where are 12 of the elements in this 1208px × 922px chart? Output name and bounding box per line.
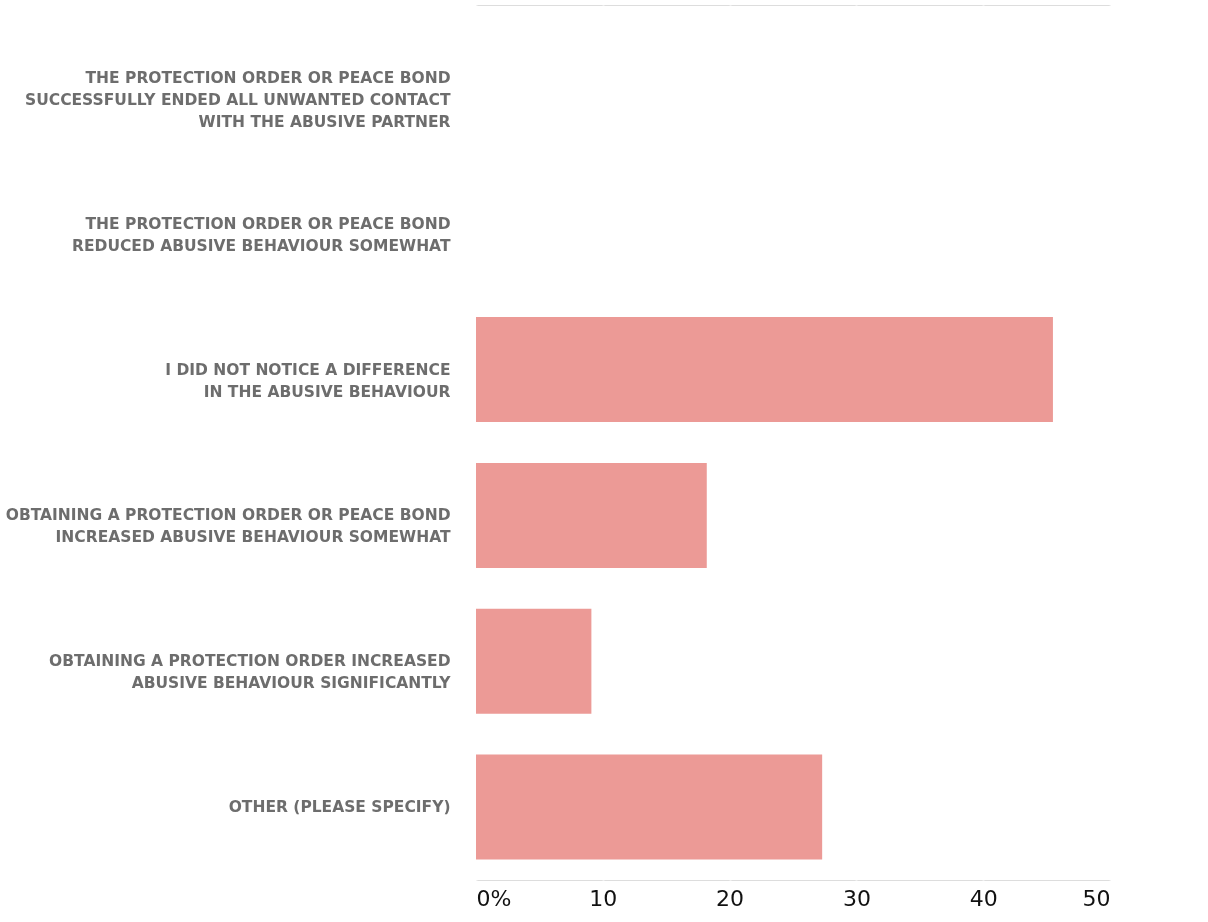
y-tick-label: THE PROTECTION ORDER OR PEACE BOND SUCCESSFULLY ENDED ALL UNWANTED CONTACT WITH THE ABUSIVE PARTNER <box>25 68 451 131</box>
x-tick-label: 0% <box>476 885 512 911</box>
y-tick-label: OTHER (PLEASE SPECIFY) <box>228 798 451 817</box>
y-tick-label: I DID NOT NOTICE A DIFFERENCE IN THE ABUSIVE BEHAVIOUR <box>165 360 451 401</box>
x-tick-label: 50 <box>1082 885 1111 911</box>
y-tick-label: THE PROTECTION ORDER OR PEACE BOND REDUCED ABUSIVE BEHAVIOUR SOMEWHAT <box>72 214 451 255</box>
y-tick-label: OBTAINING A PROTECTION ORDER INCREASED ABUSIVE BEHAVIOUR SIGNIFICANTLY <box>49 652 452 693</box>
x-tick-label: 10 <box>589 885 618 911</box>
x-tick-label: 20 <box>716 885 745 911</box>
x-tick-label: 40 <box>969 885 998 911</box>
x-tick-label: 30 <box>842 885 871 911</box>
y-tick-label: OBTAINING A PROTECTION ORDER OR PEACE BOND INCREASED ABUSIVE BEHAVIOUR SOMEWHAT <box>5 506 451 547</box>
